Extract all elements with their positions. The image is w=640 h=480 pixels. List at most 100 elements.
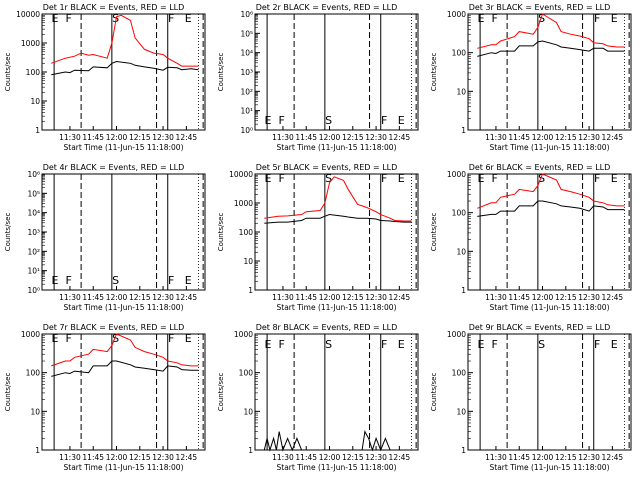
marker-letter: S bbox=[325, 114, 332, 127]
y-axis-label: Counts/sec bbox=[217, 213, 225, 252]
marker-letter: F bbox=[491, 338, 497, 351]
marker-letter: S bbox=[325, 338, 332, 351]
chart-title: Det 4r BLACK = Events, RED = LLD bbox=[43, 163, 185, 172]
marker-letter: F bbox=[381, 114, 387, 127]
y-axis-label: Counts/sec bbox=[217, 373, 225, 412]
marker-letter: F bbox=[594, 338, 600, 351]
y-tick-label: 10⁵ bbox=[27, 189, 40, 198]
y-tick-label: 10⁶ bbox=[27, 170, 40, 179]
chart-title: Det 6r BLACK = Events, RED = LLD bbox=[469, 163, 611, 172]
marker-letter: S bbox=[538, 338, 545, 351]
x-tick-label: 12:15 bbox=[555, 453, 577, 462]
marker-letter: F bbox=[65, 12, 71, 25]
x-tick-label: 12:45 bbox=[602, 133, 624, 142]
x-axis-label: Start Time (11-Jun-15 11:18:00) bbox=[277, 463, 397, 472]
x-tick-label: 12:15 bbox=[555, 133, 577, 142]
marker-letter: E bbox=[398, 172, 405, 185]
y-tick-label: 100 bbox=[239, 228, 254, 237]
y-tick-label: 10 bbox=[456, 247, 466, 256]
x-axis-label: Start Time (11-Jun-15 11:18:00) bbox=[490, 463, 610, 472]
series-line-lld bbox=[477, 173, 625, 209]
y-tick-label: 10³ bbox=[27, 228, 40, 237]
x-tick-label: 11:30 bbox=[485, 133, 507, 142]
y-tick-label: 10¹ bbox=[27, 267, 40, 276]
y-tick-label: 10⁵ bbox=[240, 29, 253, 38]
y-tick-label: 100 bbox=[26, 369, 41, 378]
y-tick-label: 1 bbox=[461, 446, 466, 455]
marker-letter: E bbox=[478, 12, 485, 25]
marker-letter: F bbox=[381, 172, 387, 185]
marker-letter: E bbox=[611, 12, 618, 25]
series-line-lld bbox=[51, 333, 199, 367]
y-axis-label: Counts/sec bbox=[430, 213, 438, 252]
y-tick-label: 10⁰ bbox=[27, 286, 40, 295]
chart-title: Det 8r BLACK = Events, RED = LLD bbox=[256, 323, 398, 332]
x-tick-label: 11:45 bbox=[82, 133, 104, 142]
x-tick-label: 12:30 bbox=[365, 453, 387, 462]
y-axis-label: Counts/sec bbox=[430, 373, 438, 412]
marker-letter: E bbox=[52, 332, 59, 345]
marker-letter: E bbox=[185, 12, 192, 25]
plot-frame bbox=[41, 173, 206, 291]
marker-letter: E bbox=[478, 172, 485, 185]
x-tick-label: 12:15 bbox=[129, 133, 151, 142]
series-line-events bbox=[477, 40, 625, 57]
marker-letter: E bbox=[265, 114, 272, 127]
marker-letter: E bbox=[611, 172, 618, 185]
chart-title: Det 9r BLACK = Events, RED = LLD bbox=[469, 323, 611, 332]
x-tick-label: 11:30 bbox=[272, 453, 294, 462]
x-tick-label: 11:45 bbox=[295, 133, 317, 142]
marker-letter: S bbox=[325, 172, 332, 185]
y-tick-label: 1000 bbox=[447, 170, 466, 179]
x-tick-label: 12:30 bbox=[578, 293, 600, 302]
chart-title: Det 7r BLACK = Events, RED = LLD bbox=[43, 323, 185, 332]
y-tick-label: 10 bbox=[30, 97, 40, 106]
x-tick-label: 12:30 bbox=[365, 133, 387, 142]
series-line-lld bbox=[51, 14, 199, 67]
y-tick-label: 1 bbox=[461, 126, 466, 135]
plot-frame bbox=[254, 173, 419, 291]
marker-letter: F bbox=[491, 12, 497, 25]
x-axis-label: Start Time (11-Jun-15 11:18:00) bbox=[64, 463, 184, 472]
marker-letter: E bbox=[185, 332, 192, 345]
x-tick-label: 12:30 bbox=[152, 453, 174, 462]
x-tick-label: 11:30 bbox=[59, 453, 81, 462]
marker-letter: S bbox=[538, 12, 545, 25]
marker-letter: S bbox=[112, 332, 119, 345]
marker-letter: F bbox=[65, 332, 71, 345]
marker-letter: F bbox=[491, 172, 497, 185]
x-tick-label: 12:00 bbox=[532, 133, 554, 142]
plot-frame bbox=[467, 333, 632, 451]
x-tick-label: 12:45 bbox=[602, 453, 624, 462]
y-tick-label: 1000 bbox=[21, 39, 40, 48]
y-tick-label: 1 bbox=[35, 126, 40, 135]
y-tick-label: 100 bbox=[452, 49, 467, 58]
marker-letter: F bbox=[594, 172, 600, 185]
marker-letter: E bbox=[265, 172, 272, 185]
x-axis-label: Start Time (11-Jun-15 11:18:00) bbox=[490, 303, 610, 312]
x-tick-label: 11:45 bbox=[508, 133, 530, 142]
y-tick-label: 100 bbox=[452, 369, 467, 378]
marker-letter: F bbox=[168, 12, 174, 25]
plot-frame bbox=[467, 13, 632, 131]
y-axis-label: Counts/sec bbox=[4, 53, 12, 92]
marker-letter: E bbox=[398, 114, 405, 127]
y-tick-label: 10² bbox=[240, 87, 253, 96]
y-axis-label: Counts/sec bbox=[4, 373, 12, 412]
x-tick-label: 11:30 bbox=[272, 293, 294, 302]
x-tick-label: 12:00 bbox=[319, 133, 341, 142]
chart-title: Det 5r BLACK = Events, RED = LLD bbox=[256, 163, 398, 172]
x-tick-label: 12:00 bbox=[532, 453, 554, 462]
x-tick-label: 12:15 bbox=[129, 293, 151, 302]
marker-letter: F bbox=[381, 338, 387, 351]
y-tick-label: 10¹ bbox=[240, 107, 253, 116]
x-axis-label: Start Time (11-Jun-15 11:18:00) bbox=[490, 143, 610, 152]
y-tick-label: 10 bbox=[30, 407, 40, 416]
y-tick-label: 10 bbox=[456, 87, 466, 96]
x-tick-label: 11:30 bbox=[272, 133, 294, 142]
